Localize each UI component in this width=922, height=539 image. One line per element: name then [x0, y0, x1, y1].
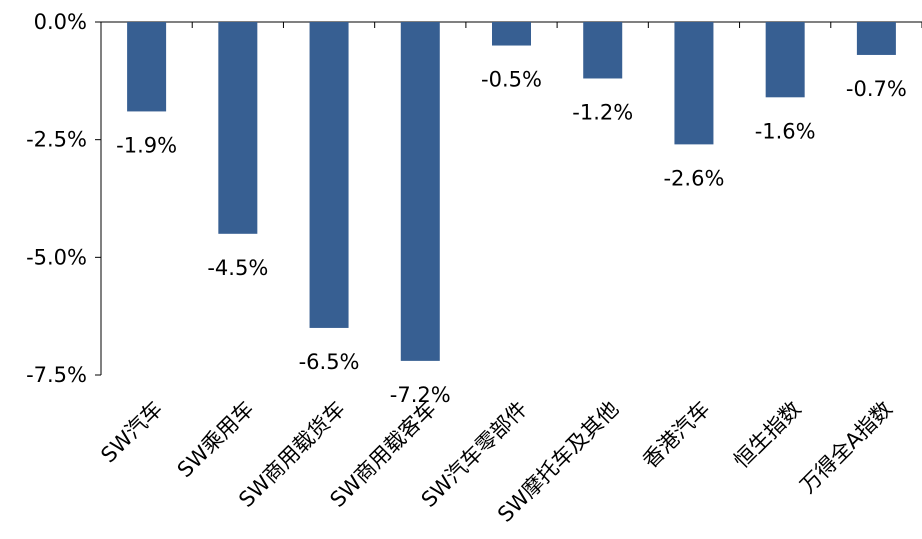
- data-label: -2.6%: [663, 166, 724, 190]
- bar: [309, 22, 349, 328]
- bar: [492, 22, 531, 46]
- category-label: 万得全A指数: [796, 397, 897, 498]
- bar: [218, 22, 258, 234]
- y-tick-label: -5.0%: [26, 245, 87, 269]
- bars: [127, 22, 896, 361]
- data-label: -1.9%: [116, 133, 177, 157]
- data-label: -1.6%: [755, 119, 816, 143]
- data-label: -6.5%: [299, 350, 360, 374]
- bar: [674, 22, 714, 145]
- data-label: -4.5%: [207, 256, 268, 280]
- category-label: SW乘用车: [173, 397, 259, 483]
- bar: [856, 22, 896, 55]
- y-tick-label: -7.5%: [26, 363, 87, 387]
- bar: [583, 22, 623, 79]
- y-tick-label: -2.5%: [26, 128, 87, 152]
- bar: [400, 22, 440, 361]
- category-label: 香港汽车: [638, 397, 714, 473]
- bar: [765, 22, 805, 98]
- data-label: -0.7%: [846, 77, 907, 101]
- category-label: SW汽车: [96, 397, 167, 468]
- data-label: -0.5%: [481, 68, 542, 92]
- data-labels: -1.9% -4.5% -6.5% -7.2% -0.5% -1.2% -2.6% -1.6%…: [116, 68, 907, 407]
- bar: [127, 22, 167, 112]
- category-label: 恒生指数: [729, 397, 805, 473]
- y-tick-label: 0.0%: [34, 10, 87, 34]
- data-label: -1.2%: [572, 100, 633, 124]
- data-label: -7.2%: [390, 383, 451, 407]
- y-axis: 0.0% -2.5% -5.0% -7.5%: [26, 10, 102, 387]
